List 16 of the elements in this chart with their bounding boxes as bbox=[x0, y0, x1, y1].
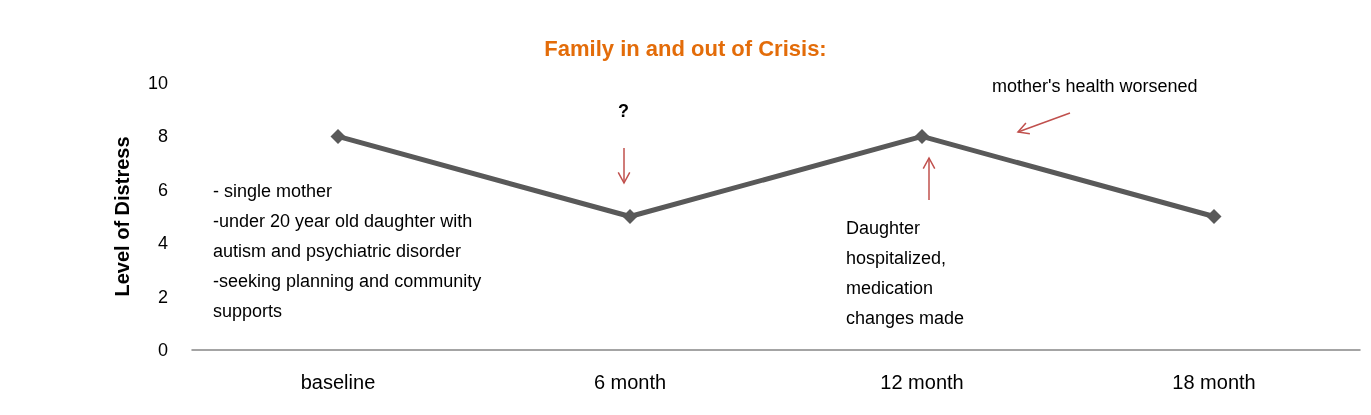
annotation: Daughter hospitalized, medication changes made bbox=[846, 218, 965, 328]
x-tick-label: baseline bbox=[300, 371, 376, 393]
y-tick-label: 2 bbox=[157, 286, 168, 307]
annotation: - single mother -under 20 year old daughter with autism and psychiatric disorder -seeking planning and community supports bbox=[213, 181, 482, 321]
y-tick-label: 8 bbox=[157, 126, 168, 147]
y-tick-label: 6 bbox=[157, 179, 168, 200]
annotation: ? bbox=[618, 101, 629, 121]
y-tick-label: 0 bbox=[157, 340, 168, 360]
y-tick-label: 4 bbox=[157, 233, 168, 254]
chart-title: Family in and out of Crisis: bbox=[544, 35, 827, 61]
x-tick-label: 18 month bbox=[1172, 371, 1256, 393]
x-tick-label: 12 month bbox=[880, 371, 964, 393]
annotation: mother's health worsened bbox=[992, 76, 1198, 96]
y-axis-title: Level of Distress bbox=[111, 136, 133, 297]
x-tick-label: 6 month bbox=[593, 371, 667, 393]
y-tick-label: 10 bbox=[147, 73, 168, 93]
